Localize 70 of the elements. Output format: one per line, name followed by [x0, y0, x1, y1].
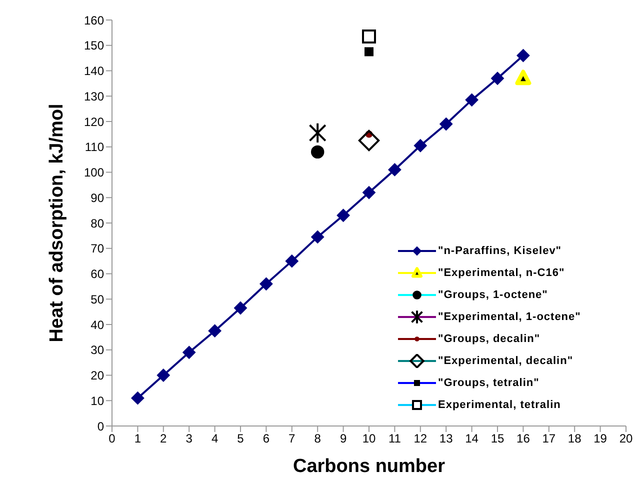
point [465, 93, 478, 106]
y-axis-title: Heat of adsorption, kJ/mol [46, 104, 68, 342]
legend-label: "n-Paraffins, Kiselev" [438, 245, 562, 257]
point [182, 346, 196, 359]
x-tick-label: 13 [439, 432, 454, 446]
x-tick-label: 20 [619, 432, 633, 446]
point [285, 254, 298, 268]
point [491, 72, 504, 85]
legend-label: Experimental, tetralin [438, 399, 561, 411]
x-tick-label: 0 [108, 432, 116, 446]
y-tick-label: 160 [84, 13, 104, 28]
y-tick-label: 100 [84, 166, 104, 180]
y-tick-label: 40 [90, 318, 104, 332]
point [311, 230, 324, 244]
x-tick-label: 4 [211, 432, 218, 446]
y-tick-label: 20 [90, 368, 104, 383]
x-tick-label: 14 [465, 432, 479, 446]
point [156, 368, 170, 382]
point [308, 122, 326, 144]
point [260, 277, 273, 290]
point [336, 208, 350, 222]
legend-label: "Experimental, decalin" [438, 355, 574, 367]
y-tick-label: 70 [90, 242, 104, 256]
x-tick-label: 11 [388, 432, 402, 446]
point [515, 70, 532, 86]
x-tick-label: 16 [516, 432, 530, 446]
x-tick-label: 10 [362, 432, 376, 446]
x-tick-label: 5 [237, 432, 244, 446]
y-tick-label: 50 [90, 292, 104, 306]
y-tick-label: 60 [90, 267, 104, 282]
x-tick-label: 3 [186, 432, 193, 446]
y-tick-label: 120 [84, 114, 104, 129]
x-tick-label: 7 [288, 432, 296, 446]
x-tick-label: 8 [314, 432, 322, 446]
point [414, 139, 427, 152]
x-tick-label: 17 [542, 432, 556, 446]
point [364, 47, 374, 56]
y-tick-label: 0 [97, 419, 104, 434]
point [362, 186, 376, 200]
x-tick-label: 9 [340, 432, 347, 446]
x-tick-label: 19 [594, 432, 608, 446]
y-tick-label: 130 [84, 89, 104, 104]
point [362, 29, 376, 44]
x-tick-label: 15 [490, 432, 504, 446]
x-tick-label: 2 [160, 432, 168, 446]
point [131, 392, 144, 405]
legend-label: "Experimental, n-C16" [438, 267, 565, 279]
y-tick-label: 150 [84, 38, 104, 53]
y-tick-label: 80 [90, 216, 104, 230]
x-axis-title: Carbons number [292, 456, 446, 477]
x-tick-label: 6 [262, 432, 270, 446]
legend-label: "Groups, decalin" [438, 333, 540, 345]
y-tick-label: 10 [90, 394, 104, 408]
x-tick-label: 1 [134, 432, 142, 446]
y-tick-label: 140 [84, 64, 104, 78]
legend-label: "Groups, 1-octene" [438, 289, 548, 301]
point [516, 49, 530, 62]
point [311, 145, 324, 159]
point [440, 118, 453, 131]
point [388, 163, 402, 176]
point [234, 302, 247, 315]
x-tick-label: 12 [414, 432, 428, 446]
legend-label: "Experimental, 1-octene" [438, 311, 581, 323]
x-tick-label: 18 [568, 432, 582, 446]
y-tick-label: 90 [90, 190, 104, 205]
legend-label: "Groups, tetralin" [438, 377, 540, 389]
y-tick-label: 110 [84, 140, 104, 154]
point [358, 130, 380, 152]
point [208, 324, 222, 338]
y-tick-label: 30 [90, 343, 104, 358]
